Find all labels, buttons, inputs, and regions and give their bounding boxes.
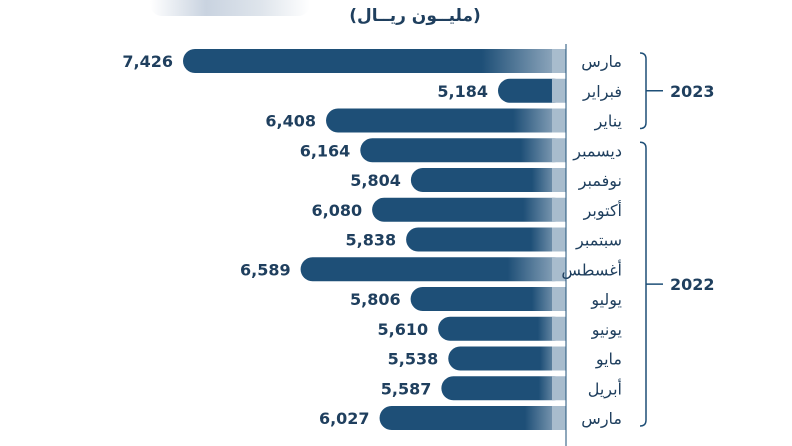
data-label: 6,164 <box>300 141 351 160</box>
category-label: فبراير <box>582 82 622 102</box>
bar <box>410 287 566 311</box>
data-label: 6,080 <box>312 201 363 220</box>
bar-end <box>552 346 566 371</box>
header-decoration <box>150 0 310 16</box>
group-label: 2022 <box>670 275 715 294</box>
category-label: أغسطس <box>561 259 622 280</box>
bar-end <box>552 227 566 252</box>
category-label: أبريل <box>588 378 622 399</box>
bar-end <box>552 197 566 222</box>
category-label: يوليو <box>590 290 622 310</box>
category-label: يناير <box>594 112 622 132</box>
bar <box>372 197 566 222</box>
bar-end <box>552 78 566 103</box>
category-label: مايو <box>595 350 622 370</box>
bar-end <box>552 287 566 311</box>
bar <box>379 406 566 430</box>
data-label: 5,538 <box>388 350 439 369</box>
bar-end <box>552 316 566 341</box>
data-label: 5,838 <box>346 231 397 250</box>
data-label: 5,804 <box>350 171 401 190</box>
unit-label: (مليــون ريــال) <box>349 6 481 26</box>
bar-end <box>552 49 566 73</box>
bar-end <box>552 406 566 430</box>
bar <box>326 108 566 133</box>
data-label: 5,806 <box>350 290 401 309</box>
category-label: سبتمبر <box>575 231 622 251</box>
category-label: ديسمبر <box>572 141 622 161</box>
data-label: 6,027 <box>319 409 370 428</box>
bar <box>360 138 566 163</box>
category-label: يونيو <box>591 320 622 340</box>
group-label: 2023 <box>670 82 715 101</box>
category-label: مارس <box>581 409 622 429</box>
bar <box>497 78 566 103</box>
bar <box>448 346 566 371</box>
data-label: 5,184 <box>437 82 488 101</box>
data-label: 7,426 <box>122 52 173 71</box>
group-bracket <box>639 52 647 130</box>
bar <box>183 49 566 73</box>
bar <box>441 376 566 401</box>
category-label: أكتوبر <box>583 200 622 221</box>
data-label: 5,587 <box>381 379 432 398</box>
data-label: 6,408 <box>265 112 316 131</box>
bar-end <box>552 168 566 192</box>
category-label: نوفمبر <box>578 171 622 191</box>
bar <box>410 168 566 192</box>
bar <box>438 316 566 341</box>
category-label: مارس <box>581 52 622 72</box>
bar-end <box>552 257 566 282</box>
data-label: 5,610 <box>378 320 429 339</box>
bar-end <box>552 108 566 133</box>
bar-end <box>552 138 566 163</box>
bar-end <box>552 376 566 401</box>
data-label: 6,589 <box>240 260 291 279</box>
bar <box>406 227 566 252</box>
group-bracket <box>639 141 647 427</box>
bar <box>300 257 566 282</box>
